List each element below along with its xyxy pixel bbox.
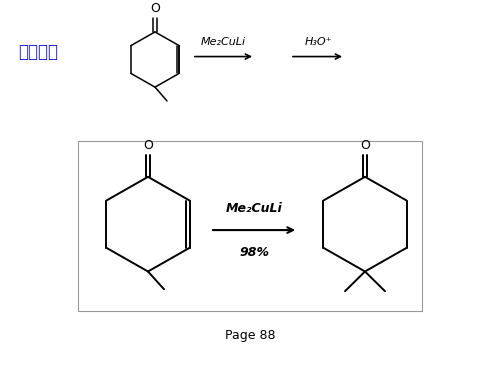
Text: Page 88: Page 88 (225, 329, 275, 342)
Text: O: O (360, 139, 370, 152)
Text: O: O (143, 139, 153, 152)
Text: 98%: 98% (239, 246, 269, 259)
Text: Me₂CuLi: Me₂CuLi (226, 202, 282, 215)
Text: Me₂CuLi: Me₂CuLi (200, 37, 246, 47)
Text: 完成反应: 完成反应 (18, 43, 58, 61)
Text: O: O (150, 2, 160, 15)
Bar (78, 141, 422, 311)
Text: H₃O⁺: H₃O⁺ (304, 37, 332, 47)
